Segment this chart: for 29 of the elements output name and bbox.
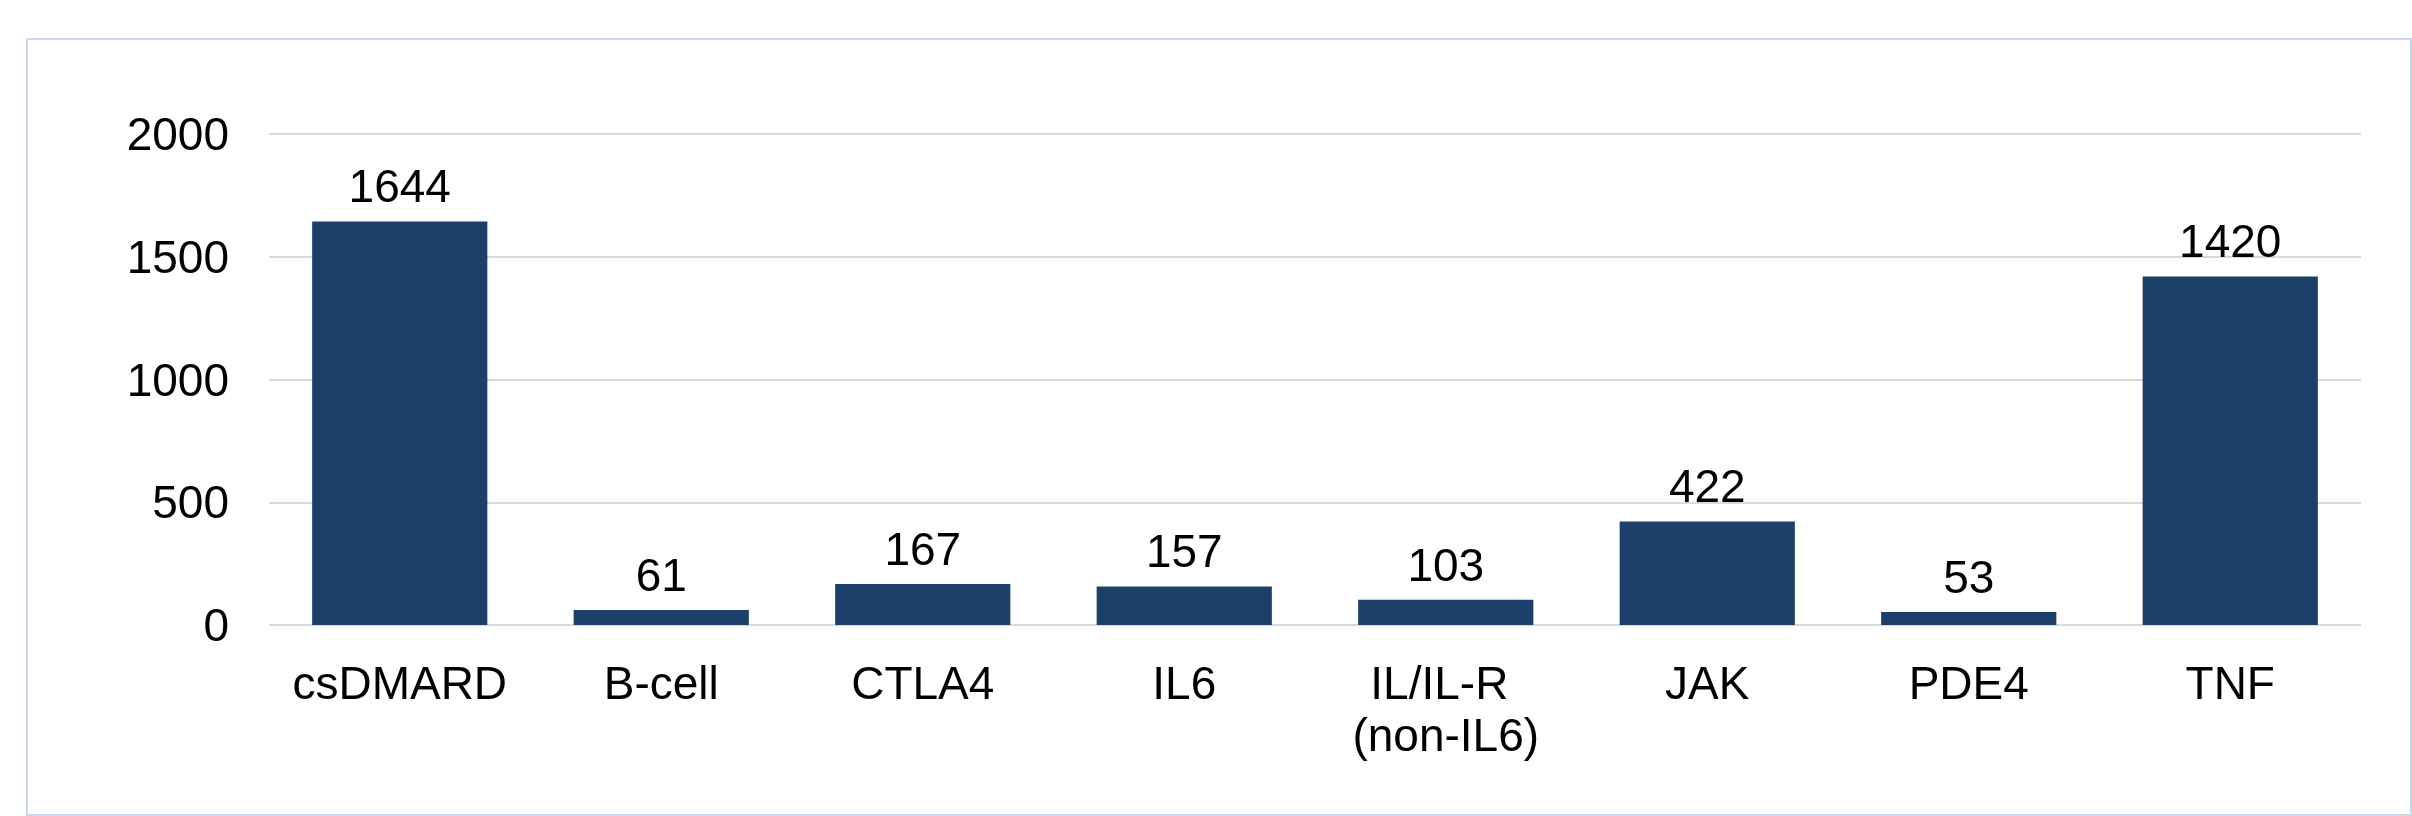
data-label: 103 — [1407, 538, 1485, 591]
bar — [1358, 599, 1534, 625]
data-label: 61 — [635, 549, 687, 602]
y-tick-label: 500 — [152, 476, 229, 529]
x-tick-label: TNF — [2185, 657, 2275, 709]
y-tick-label: 1000 — [126, 353, 229, 406]
y-tick-label: 0 — [203, 599, 229, 651]
bar — [1619, 521, 1795, 625]
data-label: 1644 — [348, 160, 451, 213]
data-label: 53 — [1943, 550, 1995, 603]
x-tick-label: PDE4 — [1908, 657, 2029, 709]
x-tick-label: IL/IL-R (non-IL6) — [1352, 657, 1540, 761]
x-tick-label: IL6 — [1152, 657, 1217, 709]
bar — [835, 584, 1011, 625]
data-label: 1420 — [2179, 215, 2282, 268]
x-tick-label: B-cell — [603, 657, 719, 709]
x-tick-label: CTLA4 — [851, 657, 995, 709]
bar — [573, 610, 749, 625]
x-tick-label: csDMARD — [292, 657, 508, 709]
bar — [312, 221, 488, 625]
y-tick-label: 1500 — [126, 230, 229, 283]
data-label: 167 — [884, 523, 962, 575]
data-label: 422 — [1668, 460, 1746, 513]
data-label: 157 — [1145, 525, 1223, 578]
x-tick-label: JAK — [1665, 657, 1750, 709]
bar — [2142, 276, 2318, 625]
bar — [1096, 586, 1272, 625]
bar — [1881, 611, 2057, 625]
y-tick-label: 2000 — [126, 108, 229, 160]
